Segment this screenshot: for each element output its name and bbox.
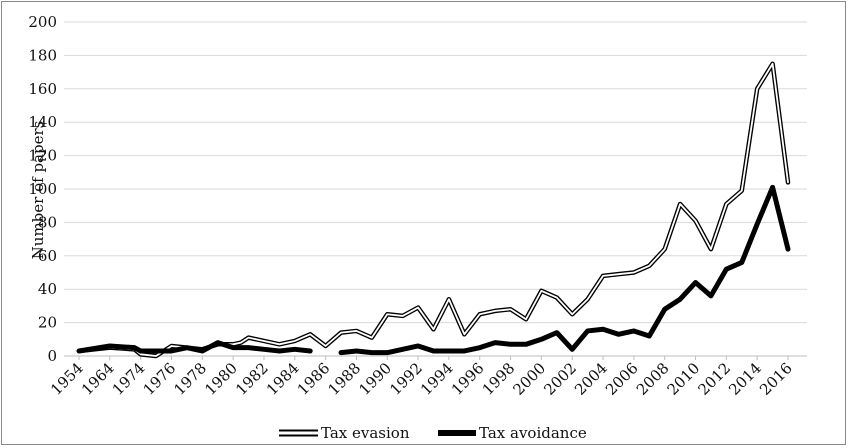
x-tick-label-2006: 2006 bbox=[602, 359, 642, 399]
x-tick-label-2008: 2008 bbox=[633, 359, 673, 399]
x-tick-label-1954: 1954 bbox=[47, 359, 87, 399]
y-tick-label-20: 20 bbox=[38, 314, 57, 332]
x-tick-label-1986: 1986 bbox=[294, 359, 334, 399]
y-tick-label-80: 80 bbox=[38, 213, 57, 231]
x-tick-label-1990: 1990 bbox=[355, 359, 395, 399]
x-tick-label-1996: 1996 bbox=[448, 359, 488, 399]
series-tax-evasion-line bbox=[78, 62, 789, 357]
y-tick-label-0: 0 bbox=[47, 347, 57, 365]
series-tax-avoidance-line-segment-1 bbox=[76, 340, 313, 354]
x-tick-label-2014: 2014 bbox=[725, 359, 765, 399]
x-tick-label-2000: 2000 bbox=[509, 359, 549, 399]
x-tick-label-1980: 1980 bbox=[201, 359, 241, 399]
y-axis-title: Number of papers bbox=[29, 121, 47, 260]
x-tick-label-2002: 2002 bbox=[540, 359, 580, 399]
y-tick-label-120: 120 bbox=[28, 147, 57, 165]
x-tick-label-1964: 1964 bbox=[78, 359, 118, 399]
y-tick-label-200: 200 bbox=[28, 13, 57, 31]
x-tick-label-2016: 2016 bbox=[756, 359, 796, 399]
legend-tax-avoidance-label: Tax avoidance bbox=[479, 424, 587, 442]
y-tick-label-100: 100 bbox=[28, 180, 57, 198]
x-tick-label-1982: 1982 bbox=[232, 359, 272, 399]
x-tick-label-1976: 1976 bbox=[140, 359, 180, 399]
y-tick-label-180: 180 bbox=[28, 46, 57, 64]
x-axis: 1954196419741976197819801982198419861988… bbox=[47, 356, 796, 399]
legend-tax-evasion-label: Tax evasion bbox=[321, 424, 410, 442]
series-tax-evasion-outline bbox=[76, 61, 791, 359]
gridlines bbox=[64, 21, 807, 357]
x-tick-label-1978: 1978 bbox=[170, 359, 210, 399]
x-tick-label-1988: 1988 bbox=[325, 359, 365, 399]
x-tick-label-2012: 2012 bbox=[694, 359, 734, 399]
x-tick-label-1994: 1994 bbox=[417, 359, 457, 399]
x-tick-label-2010: 2010 bbox=[664, 359, 704, 399]
y-tick-label-140: 140 bbox=[28, 113, 57, 131]
x-tick-label-1992: 1992 bbox=[386, 359, 426, 399]
series-tax-avoidance-line-segment-2 bbox=[338, 184, 791, 356]
series-layer bbox=[76, 61, 791, 359]
x-tick-label-1998: 1998 bbox=[479, 359, 519, 399]
y-tick-label-60: 60 bbox=[38, 247, 57, 265]
y-tick-label-160: 160 bbox=[28, 80, 57, 98]
legend: Tax evasion Tax avoidance bbox=[279, 424, 587, 442]
x-tick-label-2004: 2004 bbox=[571, 359, 611, 399]
y-tick-label-40: 40 bbox=[38, 280, 57, 298]
y-axis-ticks: 0 20 40 60 80 100 120 140 160 180 200 bbox=[28, 13, 57, 365]
x-tick-label-1974: 1974 bbox=[109, 359, 149, 399]
x-tick-label-1984: 1984 bbox=[263, 359, 303, 399]
